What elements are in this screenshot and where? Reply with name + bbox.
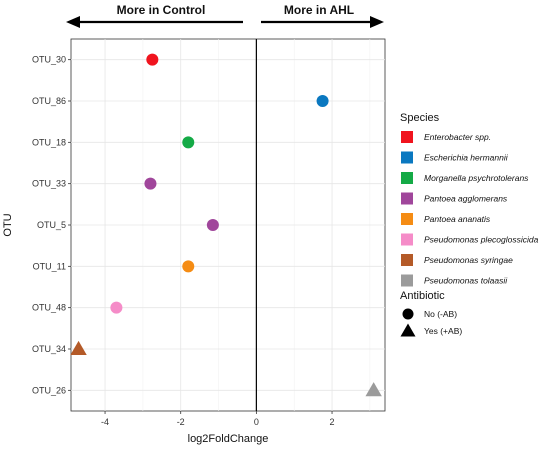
ahl-banner-label: More in AHL (284, 3, 354, 17)
legend-antibiotic-label: No (-AB) (424, 309, 457, 319)
legend-species-label: Pseudomonas tolaasii (424, 276, 508, 286)
legend-swatch (401, 213, 413, 225)
data-point-otu-48 (110, 301, 123, 314)
y-tick-label: OTU_11 (33, 261, 66, 271)
data-point-otu-5 (206, 219, 219, 231)
antibiotic-legend: No (-AB) Yes (+AB) (400, 308, 462, 337)
ahl-banner: More in AHL (261, 3, 384, 28)
control-banner-label: More in Control (117, 3, 206, 17)
data-points (70, 53, 382, 397)
legend-species-label: Enterobacter spp. (424, 132, 491, 142)
y-tick-label: OTU_86 (32, 96, 66, 106)
y-tick-label: OTU_48 (32, 303, 66, 313)
data-point-otu-11 (182, 260, 195, 273)
y-tick-label: OTU_33 (32, 179, 66, 189)
y-tick-label: OTU_26 (32, 385, 66, 395)
data-point-otu-34 (70, 340, 87, 355)
data-point-otu-33 (144, 177, 157, 190)
antibiotic-legend-title: Antibiotic (400, 290, 445, 302)
y-tick-label: OTU_5 (37, 220, 66, 230)
legend-species-label: Escherichia hermannii (424, 153, 509, 163)
ahl-arrow-head (370, 16, 384, 28)
species-legend-title: Species (400, 112, 440, 124)
legend-swatch (401, 233, 413, 246)
species-legend: Enterobacter spp. Escherichia hermannii Mo… (401, 131, 539, 287)
legend-shape-circle (402, 308, 414, 320)
legend-swatch (401, 274, 413, 287)
y-axis: OTU_30 OTU_86 OTU_18 OTU_33 OTU_5 OTU_11 OTU_4… (32, 55, 71, 395)
x-tick-label: -2 (177, 417, 185, 427)
legend-swatch (401, 151, 413, 164)
y-tick-label: OTU_18 (32, 137, 66, 147)
x-tick-label: -4 (101, 417, 109, 427)
x-axis: -4 -2 0 2 (101, 411, 335, 427)
legend-species-label: Pseudomonas plecoglossicida (424, 235, 539, 245)
control-banner: More in Control (66, 3, 243, 28)
x-tick-label: 0 (254, 417, 259, 427)
data-point-otu-30 (146, 53, 159, 66)
control-arrow-head (66, 16, 80, 28)
y-tick-label: OTU_34 (32, 344, 66, 354)
legend-shape-triangle (400, 323, 416, 337)
legend-species-label: Pantoea ananatis (424, 214, 491, 224)
data-point-otu-26 (365, 382, 382, 397)
y-axis-title: OTU (2, 213, 14, 236)
x-tick-label: 2 (330, 417, 335, 427)
legend-antibiotic-label: Yes (+AB) (424, 326, 462, 336)
x-axis-title: log2FoldChange (188, 433, 269, 445)
legend-swatch (401, 254, 413, 266)
legend-swatch (401, 131, 413, 143)
data-point-otu-18 (182, 136, 195, 149)
legend-swatch (401, 192, 413, 205)
legend-swatch (401, 172, 413, 184)
legend-species-label: Pseudomonas syringae (424, 255, 513, 265)
y-tick-label: OTU_30 (32, 55, 66, 65)
data-point-otu-86 (316, 95, 329, 107)
legend-species-label: Morganella psychrotolerans (424, 173, 529, 183)
legend-species-label: Pantoea agglomerans (424, 194, 508, 204)
